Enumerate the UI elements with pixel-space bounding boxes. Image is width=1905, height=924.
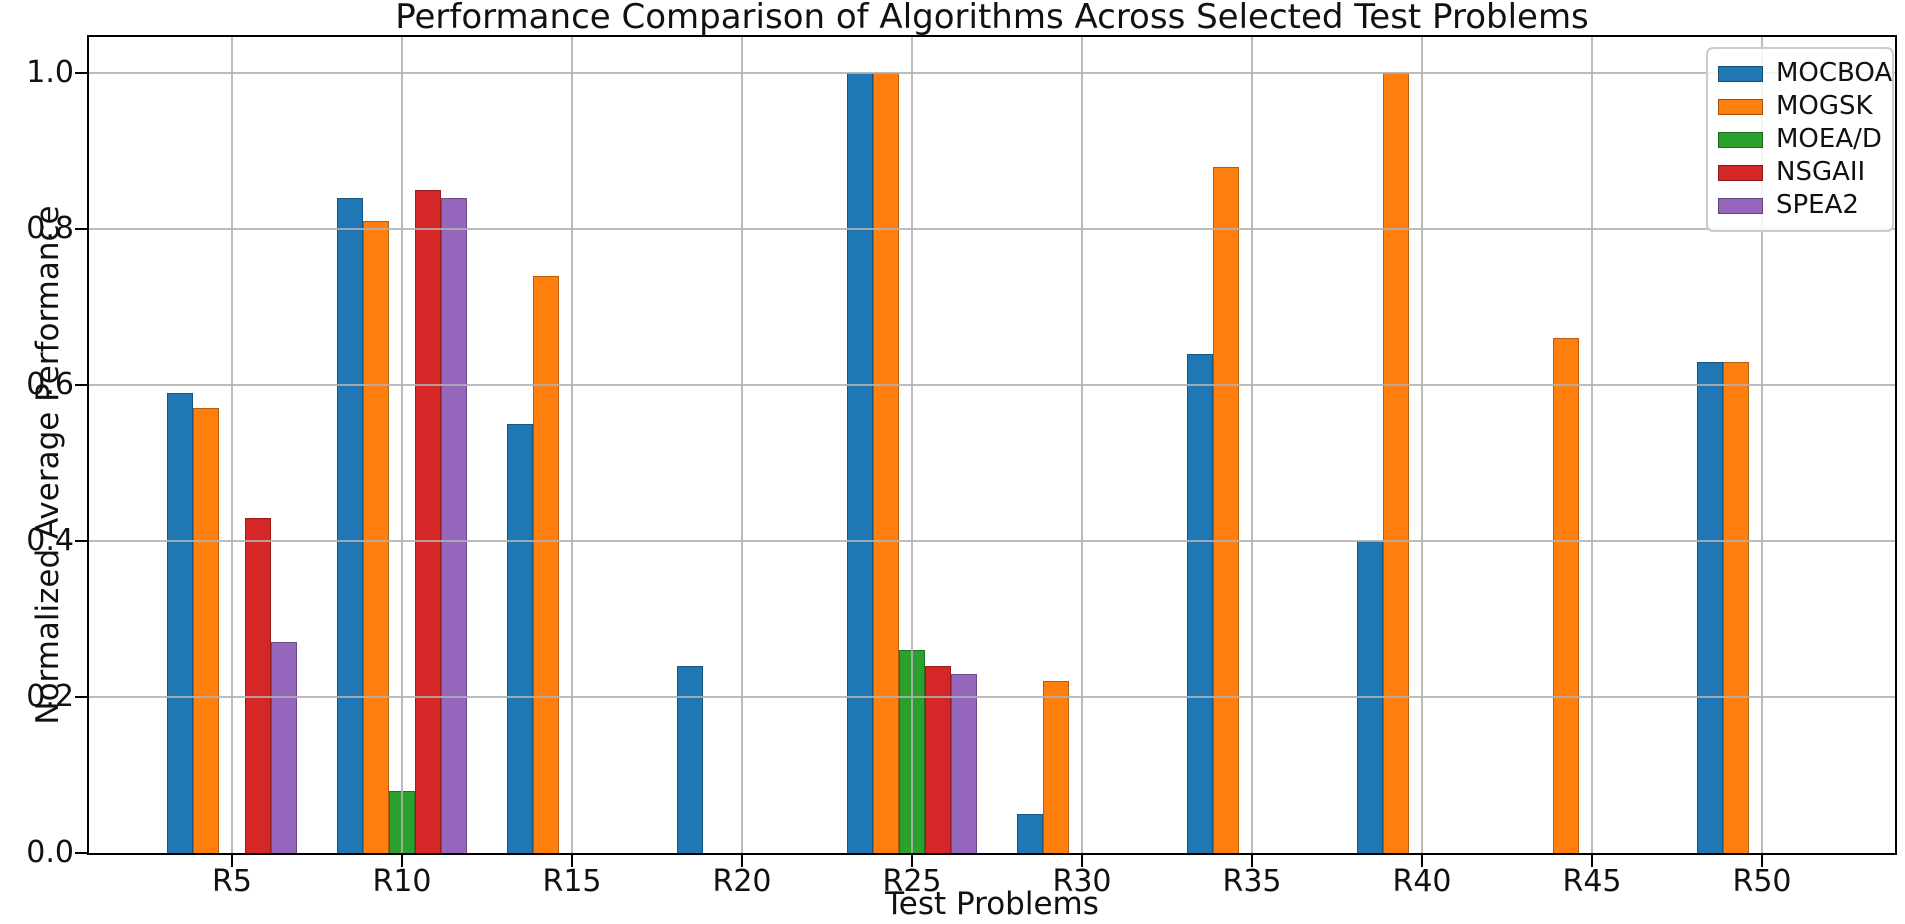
bar-mocboa-r35	[1187, 354, 1213, 853]
y-axis-label: Normalized Average Performance	[30, 205, 66, 725]
legend-row-moead: MOEA/D	[1718, 123, 1882, 156]
legend-row-spea2: SPEA2	[1718, 189, 1880, 222]
legend-row-mocboa: MOCBOA	[1718, 57, 1892, 90]
legend-swatch-mocboa	[1718, 65, 1763, 82]
x-tickmark-r10	[401, 855, 403, 867]
bar-moead-r10	[389, 791, 415, 853]
y-tick-label-0.6: 0.6	[26, 367, 74, 402]
legend-label-mogsk: MOGSK	[1776, 91, 1873, 121]
y-tickmark-0.6	[75, 384, 87, 386]
y-tickmark-0.0	[75, 852, 87, 854]
legend-swatch-moead	[1718, 131, 1763, 148]
bar-spea2-r5	[271, 642, 297, 853]
bar-moead-r25	[899, 650, 925, 853]
bar-mocboa-r50	[1697, 362, 1723, 853]
bar-mocboa-r5	[167, 393, 193, 853]
x-tick-label-r50: R50	[1732, 864, 1792, 899]
y-tick-label-0.4: 0.4	[26, 523, 74, 558]
bar-mocboa-r10	[337, 198, 363, 853]
bar-mogsk-r40	[1383, 73, 1409, 853]
bar-spea2-r10	[441, 198, 467, 853]
x-tickmark-r45	[1591, 855, 1593, 867]
x-tick-label-r25: R25	[882, 864, 942, 899]
bar-mogsk-r25	[873, 73, 899, 853]
y-tick-label-0.0: 0.0	[26, 835, 74, 870]
chart-title: Performance Comparison of Algorithms Acr…	[395, 0, 1589, 37]
x-tick-label-r30: R30	[1052, 864, 1112, 899]
legend-swatch-mogsk	[1718, 98, 1763, 115]
x-tick-label-r40: R40	[1392, 864, 1452, 899]
y-tickmark-1.0	[75, 72, 87, 74]
legend-label-mocboa: MOCBOA	[1776, 58, 1893, 88]
x-tickmark-r20	[741, 855, 743, 867]
x-tick-label-r35: R35	[1222, 864, 1282, 899]
legend-swatch-nsgaii	[1718, 164, 1763, 181]
x-tick-label-r45: R45	[1562, 864, 1622, 899]
bar-spea2-r25	[951, 674, 977, 853]
legend-label-nsgaii: NSGAII	[1776, 157, 1866, 187]
x-tick-label-r5: R5	[212, 864, 252, 899]
bar-mogsk-r45	[1553, 338, 1579, 853]
bar-nsgaii-r10	[415, 190, 441, 853]
bar-mocboa-r40	[1357, 541, 1383, 853]
y-tick-label-1.0: 1.0	[26, 55, 74, 90]
x-tick-label-r10: R10	[372, 864, 432, 899]
legend-swatch-spea2	[1718, 197, 1763, 214]
bar-mogsk-r50	[1723, 362, 1749, 853]
y-tick-label-0.8: 0.8	[26, 211, 74, 246]
bar-nsgaii-r25	[925, 666, 951, 853]
x-tickmark-r50	[1761, 855, 1763, 867]
x-tickmark-r5	[231, 855, 233, 867]
x-tickmark-r25	[911, 855, 913, 867]
bars-layer	[89, 37, 1895, 853]
y-tick-label-0.2: 0.2	[26, 679, 74, 714]
plot-area	[87, 35, 1897, 855]
bar-nsgaii-r5	[245, 518, 271, 853]
legend-row-nsgaii: NSGAII	[1718, 156, 1880, 189]
legend-row-mogsk: MOGSK	[1718, 90, 1880, 123]
bar-mocboa-r15	[507, 424, 533, 853]
legend: MOCBOA MOGSK MOEA/D NSGAII SPEA2	[1706, 47, 1894, 232]
bar-mocboa-r25	[847, 73, 873, 853]
x-tick-label-r15: R15	[542, 864, 602, 899]
bar-mogsk-r5	[193, 408, 219, 853]
bar-mogsk-r10	[363, 221, 389, 853]
y-tickmark-0.2	[75, 696, 87, 698]
y-tickmark-0.8	[75, 228, 87, 230]
x-tickmark-r40	[1421, 855, 1423, 867]
legend-label-spea2: SPEA2	[1776, 190, 1859, 220]
y-tickmark-0.4	[75, 540, 87, 542]
legend-label-moead: MOEA/D	[1776, 124, 1882, 154]
x-tick-label-r20: R20	[712, 864, 772, 899]
bar-mocboa-r30	[1017, 814, 1043, 853]
bar-mogsk-r35	[1213, 167, 1239, 853]
x-tickmark-r15	[571, 855, 573, 867]
x-tickmark-r30	[1081, 855, 1083, 867]
bar-mogsk-r30	[1043, 681, 1069, 853]
bar-mogsk-r15	[533, 276, 559, 853]
x-tickmark-r35	[1251, 855, 1253, 867]
x-axis-label: Test Problems	[885, 886, 1099, 922]
bar-mocboa-r20	[677, 666, 703, 853]
